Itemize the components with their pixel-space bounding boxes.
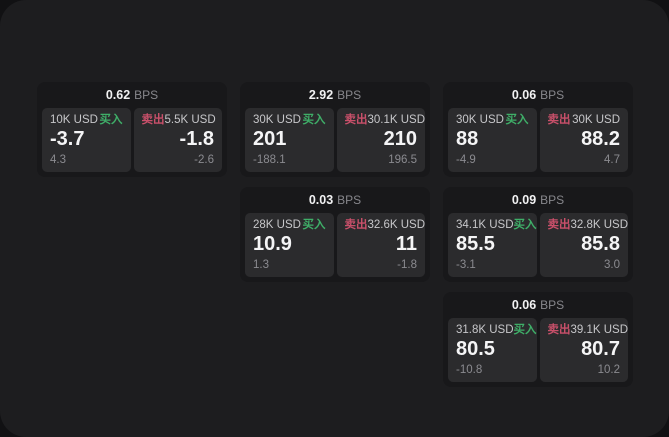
buy-side-label: 买入 [302, 114, 326, 126]
bps-unit-label: BPS [337, 193, 362, 207]
sell-side-label: 卖出 [344, 219, 368, 231]
sell-price-value: 11 [395, 232, 417, 255]
card-header: 0.06 BPS [443, 82, 633, 108]
buy-price-value: 201 [253, 127, 287, 150]
buy-notional: 31.8K USD [456, 324, 514, 336]
bps-value: 0.06 [511, 88, 537, 102]
buy-notional: 34.1K USD [456, 219, 514, 231]
buy-notional: 28K USD [253, 219, 301, 231]
sell-delta-value: 196.5 [388, 153, 417, 166]
bps-card: 2.92 BPS 30K USD 买入 201 -188.1 卖出 30.1K … [240, 82, 430, 177]
sell-notional: 39.1K USD [570, 324, 629, 336]
sell-price-value: -1.8 [179, 127, 214, 150]
card-header: 0.03 BPS [240, 187, 430, 213]
sell-notional: 30K USD [572, 114, 620, 126]
sell-side-label: 卖出 [547, 114, 571, 126]
bps-card: 0.09 BPS 34.1K USD 买入 85.5 -3.1 卖出 32.8K… [443, 187, 633, 282]
sell-side-label: 卖出 [547, 324, 571, 336]
buy-panel[interactable]: 30K USD 买入 201 -188.1 [245, 108, 334, 172]
buy-delta-value: -188.1 [253, 153, 286, 166]
buy-side-label: 买入 [302, 219, 326, 231]
sell-panel[interactable]: 卖出 30K USD 88.2 4.7 [539, 108, 628, 172]
bps-value: 0.03 [308, 193, 334, 207]
buy-price-value: -3.7 [50, 127, 85, 150]
buy-delta-value: -4.9 [456, 153, 476, 166]
bps-card: 0.62 BPS 10K USD 买入 -3.7 4.3 卖出 5.5K USD… [37, 82, 227, 177]
buy-delta-value: 1.3 [253, 258, 269, 271]
card-header: 0.09 BPS [443, 187, 633, 213]
bps-unit-label: BPS [134, 88, 159, 102]
sell-delta-value: 4.7 [604, 153, 620, 166]
sell-panel[interactable]: 卖出 32.6K USD 11 -1.8 [336, 213, 426, 277]
bps-value: 0.09 [511, 193, 537, 207]
buy-panel[interactable]: 34.1K USD 买入 85.5 -3.1 [448, 213, 537, 277]
card-header: 0.06 BPS [443, 292, 633, 318]
sell-side-label: 卖出 [141, 114, 165, 126]
bps-value: 2.92 [308, 88, 334, 102]
sell-price-value: 88.2 [581, 127, 620, 150]
sell-side-label: 卖出 [344, 114, 368, 126]
sell-notional: 30.1K USD [367, 114, 426, 126]
buy-side-label: 买入 [513, 324, 537, 336]
bps-value: 0.06 [511, 298, 537, 312]
sell-panel[interactable]: 卖出 32.8K USD 85.8 3.0 [539, 213, 629, 277]
bps-card: 0.03 BPS 28K USD 买入 10.9 1.3 卖出 32.6K US… [240, 187, 430, 282]
buy-price-value: 88 [456, 127, 479, 150]
sell-panel[interactable]: 卖出 30.1K USD 210 196.5 [336, 108, 426, 172]
bps-value: 0.62 [105, 88, 131, 102]
sell-panel[interactable]: 卖出 39.1K USD 80.7 10.2 [539, 318, 629, 382]
buy-delta-value: -10.8 [456, 363, 483, 376]
card-header: 2.92 BPS [240, 82, 430, 108]
bps-card: 0.06 BPS 30K USD 买入 88 -4.9 卖出 30K USD 8… [443, 82, 633, 177]
buy-notional: 30K USD [253, 114, 301, 126]
sell-side-label: 卖出 [547, 219, 571, 231]
buy-panel[interactable]: 28K USD 买入 10.9 1.3 [245, 213, 334, 277]
card-header: 0.62 BPS [37, 82, 227, 108]
bps-unit-label: BPS [540, 88, 565, 102]
bps-unit-label: BPS [540, 298, 565, 312]
sell-delta-value: -1.8 [397, 258, 417, 271]
sell-panel[interactable]: 卖出 5.5K USD -1.8 -2.6 [133, 108, 222, 172]
sell-delta-value: 3.0 [604, 258, 620, 271]
buy-delta-value: 4.3 [50, 153, 66, 166]
bps-unit-label: BPS [540, 193, 565, 207]
buy-side-label: 买入 [513, 219, 537, 231]
buy-price-value: 10.9 [253, 232, 292, 255]
buy-price-value: 85.5 [456, 232, 495, 255]
sell-price-value: 85.8 [581, 232, 620, 255]
bps-card: 0.06 BPS 31.8K USD 买入 80.5 -10.8 卖出 39.1… [443, 292, 633, 387]
sell-delta-value: 10.2 [597, 363, 620, 376]
sell-notional: 5.5K USD [164, 114, 216, 126]
sell-price-value: 80.7 [581, 337, 620, 360]
buy-panel[interactable]: 31.8K USD 买入 80.5 -10.8 [448, 318, 537, 382]
bps-unit-label: BPS [337, 88, 362, 102]
sell-notional: 32.8K USD [570, 219, 629, 231]
sell-price-value: 210 [383, 127, 417, 150]
buy-notional: 10K USD [50, 114, 98, 126]
buy-panel[interactable]: 30K USD 买入 88 -4.9 [448, 108, 537, 172]
buy-panel[interactable]: 10K USD 买入 -3.7 4.3 [42, 108, 131, 172]
sell-notional: 32.6K USD [367, 219, 426, 231]
sell-delta-value: -2.6 [194, 153, 214, 166]
buy-price-value: 80.5 [456, 337, 495, 360]
buy-notional: 30K USD [456, 114, 504, 126]
buy-delta-value: -3.1 [456, 258, 476, 271]
buy-side-label: 买入 [505, 114, 529, 126]
buy-side-label: 买入 [99, 114, 123, 126]
